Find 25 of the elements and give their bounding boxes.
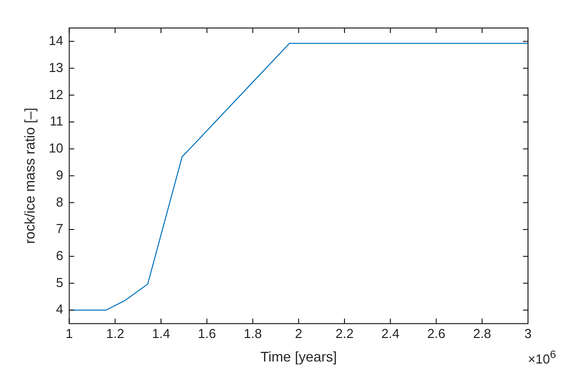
x-tick-label: 2.6 [427, 326, 446, 341]
y-tick-label: 6 [56, 248, 64, 263]
x-tick-label: 1.4 [152, 326, 170, 341]
x-tick-label: 1.2 [106, 326, 124, 341]
y-tick-label: 13 [48, 60, 64, 75]
y-tick-label: 4 [56, 302, 64, 317]
text: ×10$^{6}$ [528, 348, 556, 366]
y-tick-label: 8 [56, 194, 64, 210]
x-tick-label: 3 [524, 326, 532, 341]
x-axis-title: Time [years] [260, 348, 337, 364]
y-tick-label: 11 [50, 114, 64, 129]
y-tick-label: 7 [56, 221, 64, 236]
x-tick-label: 2.8 [473, 326, 492, 341]
y-tick-label: 10 [48, 140, 64, 156]
x-tick-label: 2.2 [335, 326, 354, 341]
y-tick-label: 12 [48, 86, 64, 102]
x-tick-label: 1.8 [244, 326, 262, 341]
x-tick-label: 1.6 [198, 326, 216, 341]
y-axis-title: rock/ice mass ratio [–] [21, 108, 38, 244]
y-tick-label: 5 [56, 274, 64, 290]
x-tick-label: 1 [66, 326, 73, 341]
y-tick-label: 14 [48, 33, 64, 48]
x-tick-label: 2.4 [381, 326, 400, 341]
y-tick-label: 9 [56, 167, 64, 182]
x-tick-label: 2 [295, 326, 302, 341]
